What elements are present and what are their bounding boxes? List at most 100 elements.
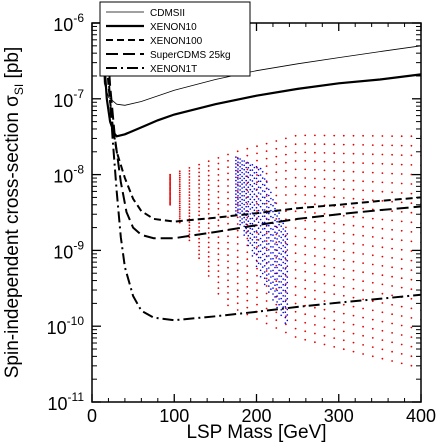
scan-point [362,225,364,228]
scan-point [280,275,283,278]
scan-point [268,243,270,245]
scan-point [247,220,250,222]
scan-point [169,180,172,182]
scan-point [274,225,276,228]
scan-point [259,218,262,221]
scan-point [342,143,345,146]
scan-point [333,284,336,287]
scan-point [243,177,245,180]
scan-point [342,294,345,297]
y-tick-exponent: -10 [67,314,85,328]
scan-point [323,247,326,250]
scan-point [282,267,285,269]
scan-point [188,194,191,197]
scan-point [342,152,345,155]
scan-point [169,191,172,194]
scan-point [304,321,307,324]
scan-point [237,208,239,210]
scan-point [217,292,220,295]
scan-point [304,160,307,162]
scan-point [263,221,266,224]
scan-point [275,241,278,244]
scan-point [371,327,374,330]
scan-point [410,326,413,329]
scan-point [274,290,276,292]
scan-point [371,346,374,348]
scan-point [280,303,283,306]
scan-point [285,307,287,310]
scan-point [259,180,262,183]
scan-point [294,202,297,204]
scan-point [286,314,289,316]
scan-point [304,262,307,264]
scan-point [188,176,191,178]
scan-point [178,187,181,190]
y-tick-exponent: -7 [73,87,84,101]
scan-point [198,194,201,197]
scan-point [275,280,278,283]
scan-point [304,185,307,188]
scan-point [207,184,210,187]
scan-point [249,222,252,225]
scan-point [239,212,241,214]
scan-point [304,194,307,196]
scan-point [241,179,243,182]
scan-point [257,227,260,229]
scan-point [227,241,229,244]
scan-point [352,179,355,182]
scan-point [284,241,287,243]
scan-point [285,178,287,180]
y-axis-title: Spin-independent cross-section σSI [pb] [2,47,26,379]
scan-point [286,270,289,273]
scan-point [410,355,413,358]
scan-point [207,165,210,167]
scan-point [371,180,374,183]
scan-point [352,197,355,200]
y-tick-base: 10 [53,91,73,111]
scan-point [272,252,274,254]
scan-point [268,200,270,203]
scan-point [256,267,258,270]
scan-point [247,191,250,193]
scan-point [207,174,210,177]
scan-point [352,314,355,317]
scan-point [178,213,181,215]
scan-point [256,159,258,162]
scan-point [245,192,247,195]
scan-point [294,302,297,305]
scan-point [259,199,262,202]
scan-point [342,250,345,253]
scan-point [245,227,247,230]
scan-point [178,196,181,198]
scan-point [257,250,260,253]
scan-point [188,206,191,209]
scan-point [323,265,326,267]
scan-point [268,267,270,269]
scan-point [391,182,393,184]
scan-point [381,246,384,249]
scan-point [265,307,268,310]
scan-point [241,191,243,193]
scan-point [381,265,384,267]
scan-point [257,233,260,235]
scan-point [265,165,268,168]
scan-point [391,247,393,250]
scan-point [381,357,384,360]
scan-point [178,172,181,175]
series-line-5 [103,23,421,322]
scan-point [333,152,336,155]
scan-point [178,181,181,183]
scan-point [236,276,239,278]
scan-point [294,176,297,179]
scan-point [410,154,413,157]
y-tick-label: 10-9 [53,238,84,262]
scan-point [284,295,287,297]
scan-point [352,296,355,299]
scan-point [207,160,210,163]
scan-point [188,212,191,215]
scan-point [286,243,289,246]
scan-point [236,262,239,265]
scan-point [253,209,256,212]
scan-point [272,210,274,213]
